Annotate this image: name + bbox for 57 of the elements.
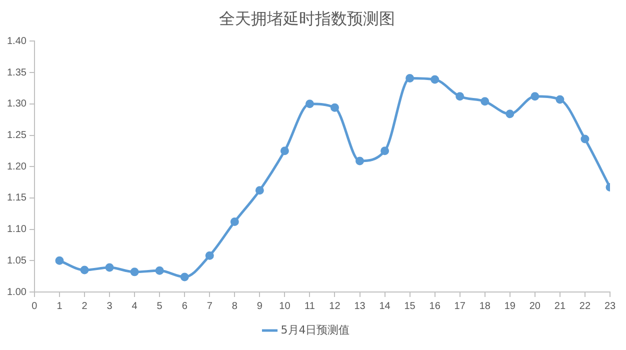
point	[80, 266, 89, 274]
point	[55, 256, 64, 265]
x-tick-label: 1	[56, 300, 63, 312]
point	[130, 268, 139, 276]
point	[230, 218, 239, 226]
y-tick-label: 1.40	[6, 36, 27, 47]
x-tick-label: 12	[329, 300, 341, 312]
y-tick-label: 1.15	[6, 192, 27, 204]
x-tick-label: 18	[479, 300, 491, 312]
point	[255, 186, 264, 195]
y-tick-label: 1.35	[6, 67, 27, 78]
x-tick-label: 10	[279, 300, 291, 312]
point	[406, 74, 414, 82]
x-tick-label: 7	[206, 300, 213, 312]
point	[205, 251, 214, 260]
point	[456, 92, 464, 101]
point	[556, 95, 564, 104]
point	[105, 263, 114, 272]
x-tick-label: 22	[579, 300, 591, 312]
x-tick-label: 21	[554, 300, 566, 312]
y-tick-label: 1.00	[6, 286, 27, 298]
x-tick-label: 14	[379, 300, 391, 312]
point	[506, 110, 514, 118]
x-tick-label: 4	[132, 300, 138, 312]
chart-title: 全天拥堵延时指数预测图	[219, 8, 395, 28]
x-tick-label: 8	[232, 300, 238, 312]
x-tick-label: 19	[504, 300, 516, 312]
point	[380, 146, 390, 156]
x-tick-label: 13	[354, 300, 366, 312]
y-tick-label: 1.20	[6, 161, 27, 172]
x-tick-label: 16	[429, 300, 441, 312]
point	[430, 75, 440, 84]
x-tick-label: 9	[256, 300, 263, 312]
y-tick-label: 1.30	[6, 98, 27, 110]
y-tick-label: 1.10	[6, 224, 27, 236]
point	[530, 92, 540, 101]
point	[580, 134, 590, 144]
y-tick-label: 1.05	[6, 255, 27, 266]
x-tick-label: 17	[454, 300, 466, 312]
point	[305, 100, 314, 108]
point	[155, 266, 164, 275]
x-tick-label: 5	[156, 300, 163, 312]
x-tick-label: 20	[529, 300, 541, 312]
x-tick-label: 2	[82, 300, 88, 312]
x-tick-label: 11	[304, 300, 316, 312]
x-tick-label: 3	[106, 300, 113, 312]
x-tick-label: 23	[604, 300, 616, 312]
point	[330, 103, 339, 112]
point	[480, 97, 490, 106]
x-tick-label: 6	[182, 300, 188, 312]
point	[280, 146, 289, 156]
point	[356, 156, 364, 166]
x-tick-label: 0	[32, 300, 38, 312]
y-tick-label: 1.25	[6, 130, 27, 141]
point	[180, 272, 189, 282]
x-tick-label: 15	[404, 300, 416, 312]
legend-label: 5月4日预测值	[280, 323, 350, 336]
